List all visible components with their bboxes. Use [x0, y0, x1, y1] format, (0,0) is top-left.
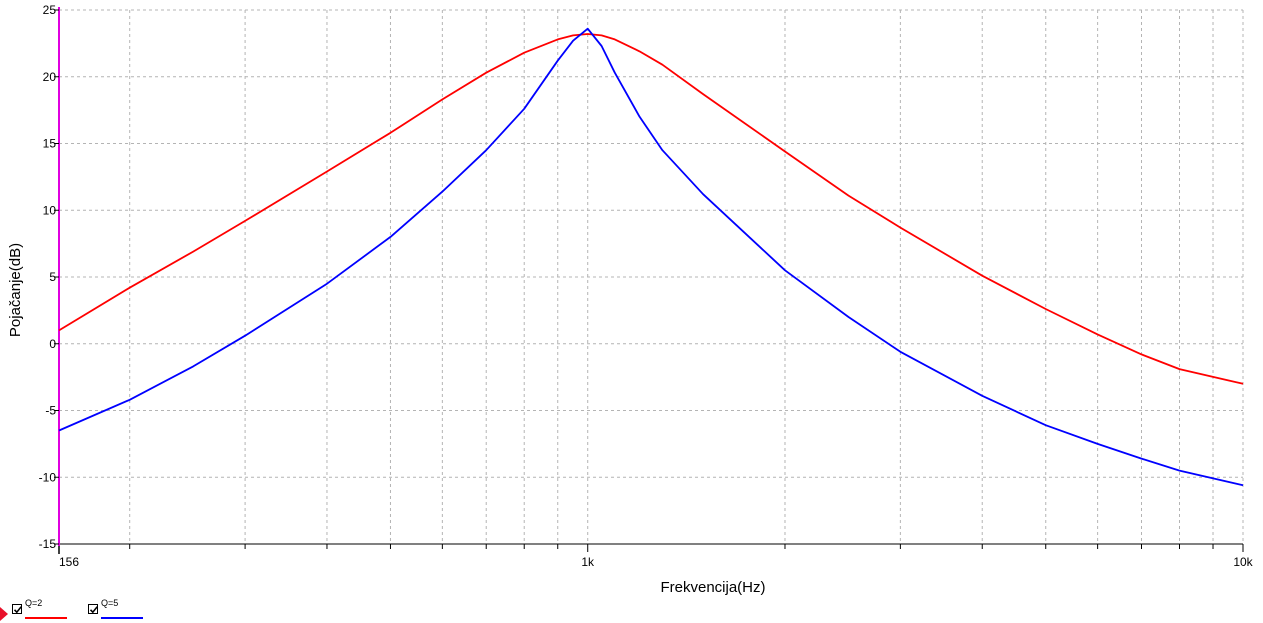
cursor-marker-icon[interactable] [0, 607, 8, 621]
y-tick-label: -15 [39, 537, 57, 551]
bode-plot: 156 1k 10k 25 20 15 10 5 0 -5 -10 -15 Frekvencija(… [7, 3, 1254, 596]
legend-swatch-q2 [25, 617, 67, 619]
checkbox-q2[interactable] [12, 604, 22, 614]
y-tick-label: 0 [49, 337, 56, 351]
y-axis: 25 20 15 10 5 0 -5 -10 -15 [39, 3, 60, 551]
checkbox-q5[interactable] [88, 604, 98, 614]
legend: Q=2 Q=5 [2, 598, 302, 622]
grid-lines [59, 9, 1244, 544]
y-tick-label: 25 [43, 3, 57, 17]
x-tick-label: 156 [59, 555, 79, 569]
y-tick-label: 10 [43, 203, 57, 217]
legend-item-q5[interactable]: Q=5 [88, 598, 148, 622]
legend-swatch-q5 [101, 617, 143, 619]
legend-item-q2[interactable]: Q=2 [12, 598, 72, 622]
y-tick-label: 15 [43, 137, 57, 151]
x-axis: 156 1k 10k [58, 543, 1254, 569]
series-line-q5 [58, 27, 1244, 487]
series-line-q2 [58, 33, 1244, 385]
x-tick-label: 10k [1233, 555, 1253, 569]
series-layer [58, 27, 1244, 487]
y-tick-label: -5 [45, 404, 56, 418]
y-tick-label: 5 [49, 270, 56, 284]
legend-label-q5: Q=5 [101, 598, 119, 608]
x-axis-label: Frekvencija(Hz) [660, 579, 765, 596]
legend-label-q2: Q=2 [25, 598, 43, 608]
x-tick-label: 1k [581, 555, 595, 569]
y-axis-label: Pojačanje(dB) [7, 243, 24, 337]
y-tick-label: -10 [39, 470, 57, 484]
y-tick-label: 20 [43, 70, 57, 84]
